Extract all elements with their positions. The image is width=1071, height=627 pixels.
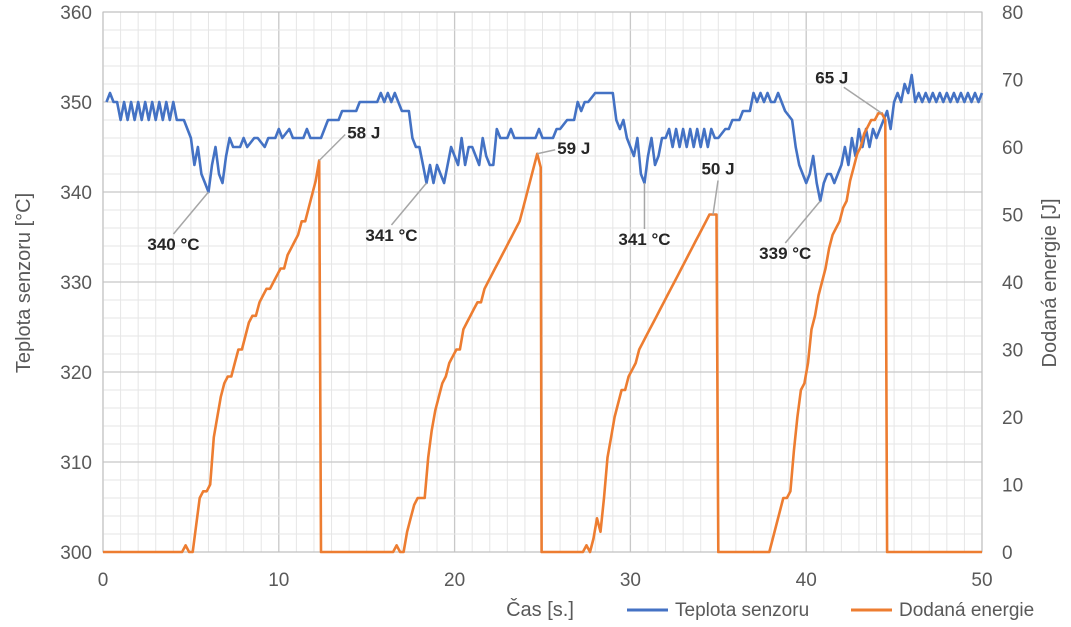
annotations-layer: 340 °C 341 °C 341 °C 339 °C 58 J 59 J 50 J 65 J: [147, 68, 883, 263]
left-axis-title: Teplota senzoru [°C]: [13, 193, 35, 373]
x-tick-label: 40: [796, 570, 817, 591]
right-tick-label: 10: [1002, 476, 1023, 497]
x-tick-label: 20: [444, 570, 465, 591]
left-tick-label: 340: [60, 183, 92, 204]
annotation-label: 339 °C: [759, 244, 811, 263]
right-tick-label: 30: [1002, 341, 1023, 362]
x-tick-label: 50: [971, 570, 992, 591]
legend: Teplota senzoru Dodaná energie: [627, 600, 1034, 621]
series-line-energy: [103, 112, 982, 554]
left-tick-label: 300: [60, 543, 92, 564]
right-tick-label: 0: [1002, 543, 1013, 564]
left-tick-label: 360: [60, 3, 92, 24]
annotation-leader: [784, 200, 821, 244]
right-tick-label: 70: [1002, 71, 1023, 92]
annotation-leader: [172, 191, 210, 235]
x-tick-label: 10: [268, 570, 289, 591]
right-tick-label: 20: [1002, 408, 1023, 429]
x-axis-ticks: 0 10 20 30 40 50: [98, 570, 993, 591]
x-axis-title: Čas [s.]: [506, 598, 574, 621]
right-tick-label: 50: [1002, 206, 1023, 227]
left-tick-label: 310: [60, 453, 92, 474]
annotation-label: 341 °C: [618, 230, 670, 249]
annotation-label: 58 J: [347, 124, 380, 143]
annotation-leader: [318, 133, 346, 162]
right-tick-label: 40: [1002, 273, 1023, 294]
left-tick-label: 350: [60, 93, 92, 114]
annotation-leader: [390, 182, 428, 226]
annotation-label: 340 °C: [147, 235, 199, 254]
annotation-leader: [843, 86, 883, 114]
left-tick-label: 320: [60, 363, 92, 384]
x-tick-label: 30: [620, 570, 641, 591]
series-layer: [103, 73, 984, 554]
legend-label-energy: Dodaná energie: [899, 600, 1034, 621]
left-tick-label: 330: [60, 273, 92, 294]
left-axis-ticks: 300 310 320 330 340 350 360: [60, 3, 92, 564]
annotation-label: 65 J: [815, 68, 848, 87]
annotation-label: 50 J: [701, 160, 734, 179]
x-tick-label: 0: [98, 570, 109, 591]
annotation-label: 59 J: [557, 139, 590, 158]
annotation-leader: [712, 180, 719, 215]
right-tick-label: 80: [1002, 3, 1023, 24]
right-tick-label: 60: [1002, 138, 1023, 159]
right-axis-ticks: 0 10 20 30 40 50 60 70 80: [1002, 3, 1023, 564]
annotation-leader: [537, 149, 556, 155]
legend-label-temperature: Teplota senzoru: [675, 600, 809, 621]
right-axis-title: Dodaná energie [J]: [1039, 198, 1061, 367]
annotation-label: 341 °C: [365, 226, 417, 245]
